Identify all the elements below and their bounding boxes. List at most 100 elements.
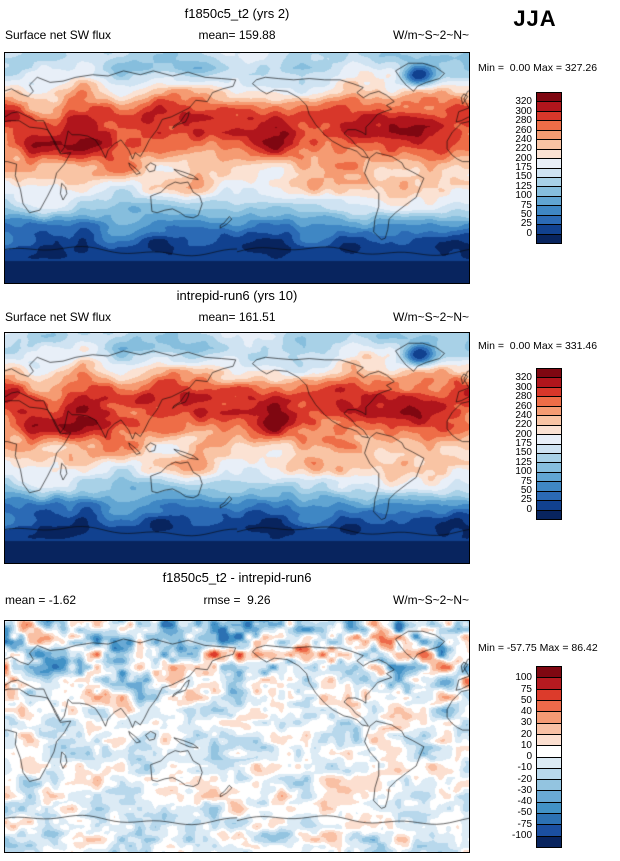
colorbar-tick-label: 150 (515, 171, 532, 183)
panel1-stats-row: Surface net SW flux mean= 159.88 W/m~S~2… (4, 28, 470, 42)
colorbar-tick-label: 280 (515, 391, 532, 403)
colorbar-tick-label: -40 (517, 796, 532, 807)
colorbar-box (537, 746, 561, 758)
colorbar-tick-label: 240 (515, 133, 532, 145)
colorbar-tick-label: 240 (515, 409, 532, 421)
colorbar-tick-label: 200 (515, 152, 532, 164)
colorbar-box (537, 723, 561, 735)
colorbar-box (537, 121, 561, 131)
colorbar-box (537, 369, 561, 379)
colorbar-box (537, 814, 561, 826)
colorbar-tick-label: 75 (520, 475, 532, 487)
colorbar-tick-label: 175 (515, 162, 532, 173)
colorbar-tick-label: 0 (526, 503, 532, 515)
colorbar-tick-label: 10 (520, 739, 532, 751)
colorbar-box (537, 472, 561, 483)
colorbar-tick-label: 50 (520, 484, 532, 496)
colorbar-tick-label: 50 (520, 208, 532, 220)
colorbar-tick-label: 200 (515, 428, 532, 440)
colorbar-box (537, 187, 561, 197)
colorbar-tick-label: 75 (520, 683, 532, 695)
colorbar-box (537, 780, 561, 792)
colorbar-tick-label: 320 (515, 96, 532, 108)
colorbar-tick-label: 0 (526, 227, 532, 239)
colorbar-tick-label: 50 (520, 694, 532, 706)
colorbar-box (537, 159, 561, 169)
panel2-minmax-label: Min = 0.00 Max = 331.46 (478, 340, 598, 352)
panel1-minmax-label: Min = 0.00 Max = 327.26 (478, 62, 598, 74)
colorbar-box (537, 149, 561, 160)
panel2-units-label: W/m~S~2~N~ (392, 310, 469, 324)
panel1-units-label: W/m~S~2~N~ (392, 28, 469, 42)
colorbar-tick-label: 260 (515, 400, 532, 412)
colorbar-tick-label: 175 (515, 438, 532, 449)
colorbar-tick-label: -10 (517, 762, 532, 774)
colorbar-box (537, 130, 561, 141)
colorbar-box (537, 768, 561, 781)
colorbar-bar (536, 368, 562, 520)
colorbar-tick-label: 125 (515, 180, 532, 192)
colorbar-tick-label: -75 (517, 818, 532, 830)
colorbar-box (537, 689, 561, 701)
colorbar-tick-label: 150 (515, 447, 532, 459)
colorbar-box (537, 102, 561, 112)
colorbar-box (537, 196, 561, 207)
season-label: JJA (513, 6, 557, 31)
colorbar-tick-label: 280 (515, 115, 532, 127)
map-case1 (4, 52, 470, 284)
colorbar-box (537, 757, 561, 769)
colorbar-bar (536, 92, 562, 244)
panel3-minmax-label: Min = -57.75 Max = 86.42 (478, 642, 598, 654)
colorbar-tick-label: 320 (515, 372, 532, 384)
panel2-stats-row: Surface net SW flux mean= 161.51 W/m~S~2… (4, 310, 470, 324)
map-difference (4, 620, 470, 853)
map-canvas-difference (5, 621, 469, 852)
colorbar-box (537, 140, 561, 150)
colorbar-box (537, 168, 561, 178)
panel1-title: f1850c5_t2 (yrs 2) (184, 6, 290, 21)
colorbar-case2: 320 300 280 260 240 220 200 175 150 125 100 75 50 25 0 (494, 368, 562, 520)
colorbar-tick-label: 0 (526, 751, 532, 762)
colorbar-tick-label: -50 (517, 807, 532, 819)
panel1-variable-label: Surface net SW flux (5, 28, 112, 42)
colorbar-tick-label: 100 (515, 466, 532, 478)
colorbar-box (537, 453, 561, 464)
colorbar-tick-label: 30 (520, 717, 532, 729)
colorbar-box (537, 406, 561, 417)
colorbar-tick-label: 260 (515, 124, 532, 136)
colorbar-tick-label: 20 (520, 728, 532, 740)
colorbar-box (537, 215, 561, 226)
map-canvas-case1 (5, 53, 469, 283)
colorbar-box (537, 444, 561, 454)
colorbar-tick-label: 125 (515, 456, 532, 468)
colorbar-box (537, 802, 561, 815)
panel3-units-label: W/m~S~2~N~ (392, 593, 469, 607)
panel3-mean-label: mean = -1.62 (5, 593, 77, 607)
colorbar-tick-label: 220 (515, 143, 532, 155)
colorbar-box (537, 206, 561, 216)
colorbar-bar (536, 666, 562, 848)
colorbar-difference: 100 75 50 40 30 20 10 0 -10 -20 -30 -40 -50 -75 -100 (494, 666, 562, 848)
colorbar-box (537, 791, 561, 803)
colorbar-box (537, 482, 561, 492)
map-canvas-case2 (5, 333, 469, 563)
colorbar-box (537, 416, 561, 426)
panel2-title: intrepid-run6 (yrs 10) (176, 288, 298, 303)
colorbar-box (537, 425, 561, 436)
colorbar-tick-label: -100 (511, 829, 532, 841)
colorbar-box (537, 501, 561, 511)
colorbar-box (537, 734, 561, 747)
panel1-mean-label: mean= 159.88 (198, 28, 276, 42)
colorbar-tick-label: 75 (520, 199, 532, 211)
colorbar-box (537, 510, 561, 519)
colorbar-box (537, 435, 561, 445)
colorbar-tick-label: 300 (515, 381, 532, 393)
colorbar-box (537, 177, 561, 188)
panel2-variable-label: Surface net SW flux (5, 310, 112, 324)
colorbar-box (537, 667, 561, 679)
colorbar-box (537, 712, 561, 724)
colorbar-tick-label: 300 (515, 105, 532, 117)
colorbar-tick-label: -20 (517, 773, 532, 785)
colorbar-box (537, 225, 561, 235)
